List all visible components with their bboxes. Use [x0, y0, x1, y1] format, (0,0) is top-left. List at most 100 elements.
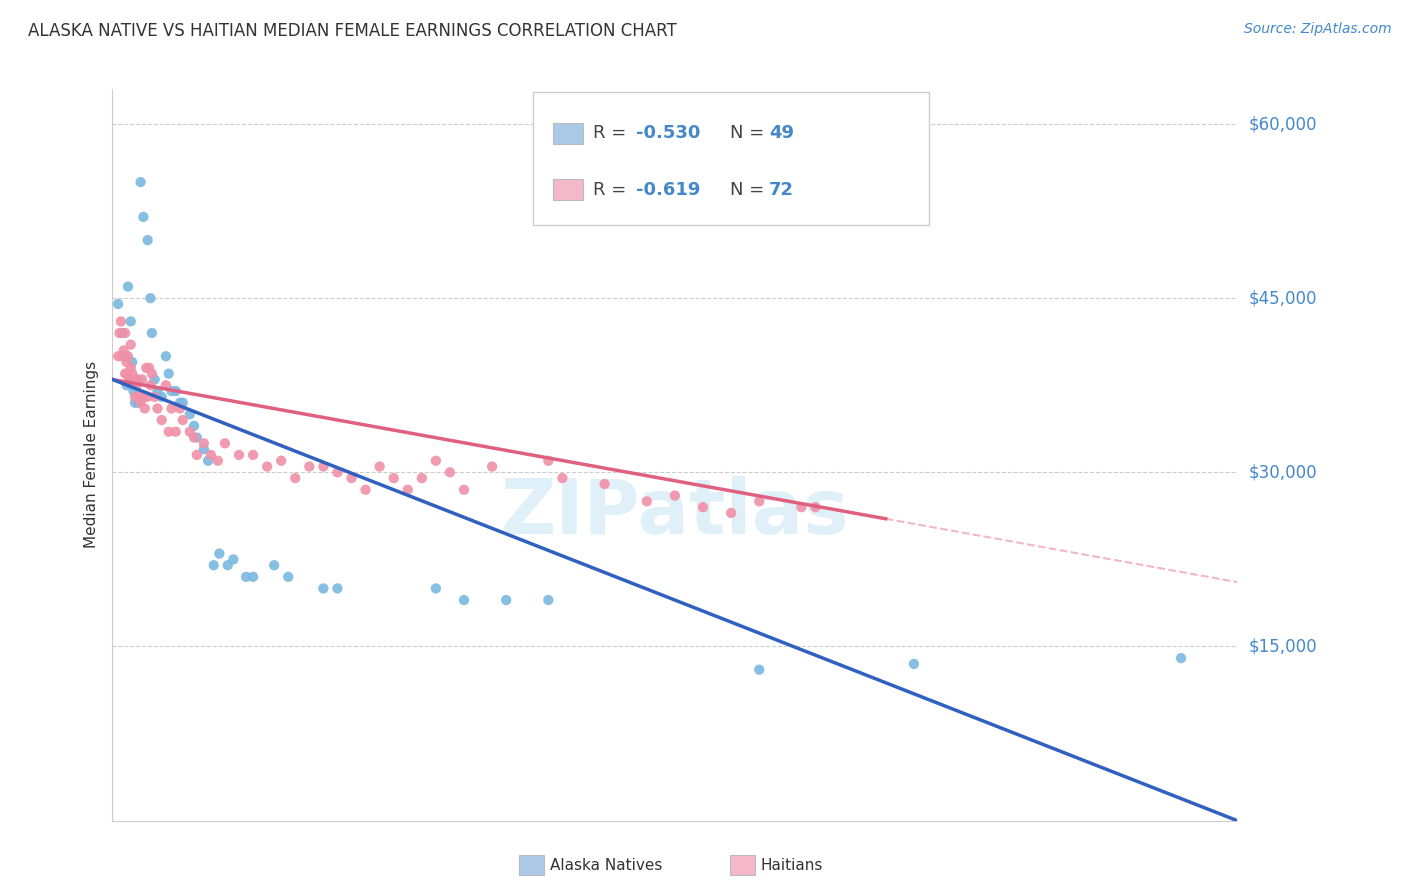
Point	[117, 349, 139, 363]
Text: $15,000: $15,000	[1249, 638, 1317, 656]
Point	[150, 390, 173, 404]
Point	[748, 663, 770, 677]
Point	[326, 466, 349, 480]
Point	[124, 390, 146, 404]
Point	[124, 395, 146, 409]
Point	[129, 395, 152, 409]
Point	[127, 395, 149, 409]
Point	[143, 372, 166, 386]
Text: R =: R =	[593, 124, 633, 142]
Text: $30,000: $30,000	[1249, 463, 1317, 482]
Point	[202, 558, 225, 573]
Point	[186, 448, 208, 462]
Text: ZIPatlas: ZIPatlas	[501, 476, 849, 550]
Point	[692, 500, 714, 515]
Point	[135, 360, 157, 375]
Point	[197, 454, 219, 468]
Point	[132, 390, 155, 404]
Point	[146, 384, 169, 398]
Point	[108, 326, 131, 340]
Point	[636, 494, 658, 508]
Point	[312, 582, 335, 596]
Point	[425, 454, 447, 468]
Point	[115, 355, 138, 369]
Text: ALASKA NATIVE VS HAITIAN MEDIAN FEMALE EARNINGS CORRELATION CHART: ALASKA NATIVE VS HAITIAN MEDIAN FEMALE E…	[28, 22, 676, 40]
Point	[312, 459, 335, 474]
Point	[200, 448, 222, 462]
Point	[270, 454, 292, 468]
Point	[790, 500, 813, 515]
Point	[118, 372, 141, 386]
Point	[179, 407, 201, 421]
Point	[222, 552, 245, 566]
Text: -0.619: -0.619	[636, 181, 700, 199]
Point	[537, 454, 560, 468]
Point	[141, 326, 163, 340]
Point	[207, 454, 229, 468]
Point	[551, 471, 574, 485]
Point	[112, 343, 135, 358]
Point	[277, 570, 299, 584]
Point	[110, 314, 132, 328]
Point	[143, 390, 166, 404]
Point	[495, 593, 517, 607]
Point	[139, 291, 162, 305]
Point	[115, 378, 138, 392]
Point	[242, 570, 264, 584]
Point	[748, 494, 770, 508]
Point	[157, 367, 180, 381]
Point	[382, 471, 405, 485]
Point	[193, 442, 215, 456]
Text: 49: 49	[769, 124, 794, 142]
Point	[138, 360, 160, 375]
Point	[157, 425, 180, 439]
Text: $45,000: $45,000	[1249, 289, 1317, 307]
Point	[720, 506, 742, 520]
Point	[453, 483, 475, 497]
Point	[242, 448, 264, 462]
Point	[117, 279, 139, 293]
Point	[107, 349, 129, 363]
Point	[125, 378, 148, 392]
Point	[165, 425, 187, 439]
Point	[256, 459, 278, 474]
Point	[340, 471, 363, 485]
Point	[183, 418, 205, 433]
Point	[425, 582, 447, 596]
Point	[169, 401, 191, 416]
Point	[411, 471, 433, 485]
Text: N =: N =	[730, 124, 769, 142]
Point	[111, 349, 134, 363]
Point	[141, 367, 163, 381]
Point	[169, 395, 191, 409]
Point	[439, 466, 461, 480]
Point	[453, 593, 475, 607]
Point	[903, 657, 925, 671]
Point	[481, 459, 503, 474]
Point	[193, 436, 215, 450]
Point	[121, 367, 143, 381]
Point	[146, 401, 169, 416]
Point	[593, 477, 616, 491]
Point	[132, 210, 155, 224]
Point	[354, 483, 377, 497]
Text: 72: 72	[769, 181, 794, 199]
Text: Alaska Natives: Alaska Natives	[550, 858, 662, 872]
Point	[155, 349, 177, 363]
Point	[129, 175, 152, 189]
Text: R =: R =	[593, 181, 633, 199]
Point	[139, 378, 162, 392]
Point	[136, 390, 159, 404]
Point	[160, 384, 183, 398]
Point	[127, 372, 149, 386]
Point	[263, 558, 285, 573]
Point	[120, 360, 142, 375]
Point	[1170, 651, 1192, 665]
Point	[131, 372, 153, 386]
Point	[121, 355, 143, 369]
Y-axis label: Median Female Earnings: Median Female Earnings	[83, 361, 98, 549]
Point	[122, 372, 145, 386]
Point	[664, 489, 686, 503]
Point	[114, 326, 136, 340]
Point	[208, 547, 231, 561]
